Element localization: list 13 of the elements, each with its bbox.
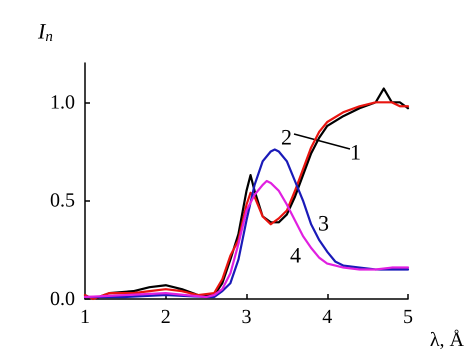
x-tick-label: 3 bbox=[242, 306, 252, 328]
x-tick-label: 5 bbox=[403, 306, 413, 328]
annotation: 3 bbox=[318, 210, 329, 236]
annotation: 2 bbox=[281, 124, 292, 150]
y-tick-label: 0.0 bbox=[50, 288, 75, 310]
y-tick-label: 1.0 bbox=[50, 91, 75, 114]
x-tick-label: 1 bbox=[80, 306, 90, 328]
annotation: 4 bbox=[290, 242, 301, 268]
x-tick-label: 4 bbox=[322, 306, 332, 328]
y-tick-label: 0.5 bbox=[50, 190, 75, 212]
x-axis-title: λ, Å bbox=[430, 329, 465, 351]
x-tick-label: 2 bbox=[160, 306, 171, 328]
annotation: 1 bbox=[350, 140, 361, 164]
